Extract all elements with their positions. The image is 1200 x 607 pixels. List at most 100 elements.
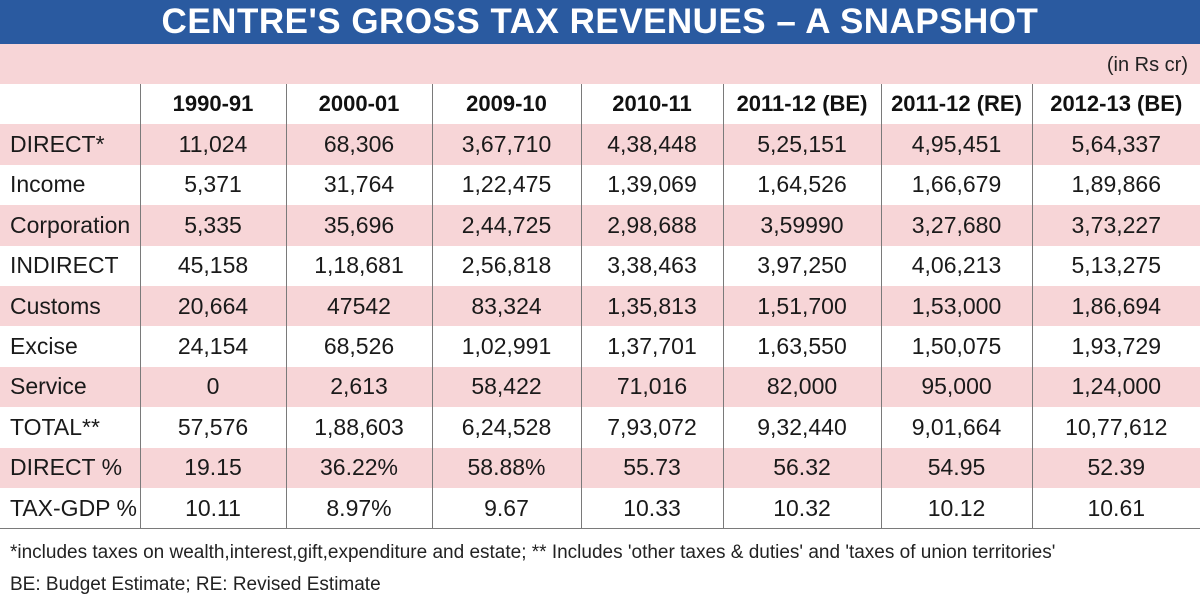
table-cell: 1,89,866 xyxy=(1031,164,1200,206)
table-cell: 1,64,526 xyxy=(722,164,882,206)
table-cell: 7,93,072 xyxy=(580,407,724,448)
table-cell: 68,526 xyxy=(285,326,433,367)
table-bottom-rule xyxy=(0,528,1200,529)
row-label: DIRECT* xyxy=(0,124,141,165)
table-cell: 10.61 xyxy=(1031,487,1200,529)
table-cell: 10,77,612 xyxy=(1031,407,1200,448)
table-cell: 31,764 xyxy=(285,164,433,206)
table-cell: 2,613 xyxy=(285,366,433,408)
table-cell: 56.32 xyxy=(722,447,882,488)
chart-title: CENTRE'S GROSS TAX REVENUES – A SNAPSHOT xyxy=(161,2,1039,41)
table-cell: 9.67 xyxy=(431,487,582,529)
row-label: Service xyxy=(0,366,141,408)
table-cell: 10.11 xyxy=(139,487,287,529)
row-label: TOTAL** xyxy=(0,407,141,448)
table-cell: 3,27,680 xyxy=(880,205,1033,246)
table-cell: 1,51,700 xyxy=(722,285,882,327)
table-cell: 1,22,475 xyxy=(431,164,582,206)
table-cell: 9,32,440 xyxy=(722,407,882,448)
table-cell: 2,98,688 xyxy=(580,205,724,246)
table-cell: 10.32 xyxy=(722,487,882,529)
table-body: DIRECT* 11,024 68,306 3,67,710 4,38,448 5,25,… xyxy=(0,124,1200,529)
table-cell: 5,335 xyxy=(139,205,287,246)
table-cell: 24,154 xyxy=(139,326,287,367)
table-cell: 95,000 xyxy=(880,366,1033,408)
footnote-abbreviations: BE: Budget Estimate; RE: Revised Estimat… xyxy=(10,574,381,595)
table-cell: 82,000 xyxy=(722,366,882,408)
table-cell: 5,371 xyxy=(139,164,287,206)
table-cell: 1,93,729 xyxy=(1031,326,1200,367)
table-cell: 1,02,991 xyxy=(431,326,582,367)
table-cell: 35,696 xyxy=(285,205,433,246)
table-cell: 1,53,000 xyxy=(880,285,1033,327)
table-cell: 58,422 xyxy=(431,366,582,408)
table-cell: 36.22% xyxy=(285,447,433,488)
table-cell: 10.33 xyxy=(580,487,724,529)
table-cell: 11,024 xyxy=(139,124,287,165)
table-cell: 3,59990 xyxy=(722,205,882,246)
table-cell: 71,016 xyxy=(580,366,724,408)
table-cell: 3,73,227 xyxy=(1031,205,1200,246)
table-cell: 5,13,275 xyxy=(1031,245,1200,286)
column-header: 2012-13 (BE) xyxy=(1031,84,1200,125)
table-cell: 3,67,710 xyxy=(431,124,582,165)
table-cell: 2,56,818 xyxy=(431,245,582,286)
table-cell: 55.73 xyxy=(580,447,724,488)
row-label: INDIRECT xyxy=(0,245,141,286)
table-cell: 47542 xyxy=(285,285,433,327)
table-cell: 54.95 xyxy=(880,447,1033,488)
table-row: Service 0 2,613 58,422 71,016 82,000 95,000 1,2… xyxy=(0,366,1200,408)
table-cell: 4,95,451 xyxy=(880,124,1033,165)
table-cell: 1,50,075 xyxy=(880,326,1033,367)
table-cell: 1,88,603 xyxy=(285,407,433,448)
table-cell: 57,576 xyxy=(139,407,287,448)
table-row: INDIRECT 45,158 1,18,681 2,56,818 3,38,463 3,… xyxy=(0,245,1200,286)
unit-note: (in Rs cr) xyxy=(1106,54,1188,76)
column-header: 2009-10 xyxy=(431,84,582,125)
table-row: Customs 20,664 47542 83,324 1,35,813 1,51,700… xyxy=(0,285,1200,327)
table-cell: 1,86,694 xyxy=(1031,285,1200,327)
table-cell: 5,25,151 xyxy=(722,124,882,165)
footnote-definitions: *includes taxes on wealth,interest,gift,… xyxy=(10,542,1056,563)
table-cell: 52.39 xyxy=(1031,447,1200,488)
table-row: DIRECT* 11,024 68,306 3,67,710 4,38,448 5,25,… xyxy=(0,124,1200,165)
table-row: DIRECT % 19.15 36.22% 58.88% 55.73 56.32 54.95… xyxy=(0,447,1200,488)
table-row: TOTAL** 57,576 1,88,603 6,24,528 7,93,072 9,3… xyxy=(0,407,1200,448)
table-cell: 1,24,000 xyxy=(1031,366,1200,408)
table-cell: 58.88% xyxy=(431,447,582,488)
column-header: 1990-91 xyxy=(139,84,287,125)
table-cell: 3,38,463 xyxy=(580,245,724,286)
table-cell: 4,06,213 xyxy=(880,245,1033,286)
table-cell: 10.12 xyxy=(880,487,1033,529)
column-header: 2011-12 (RE) xyxy=(880,84,1033,125)
table-cell: 1,66,679 xyxy=(880,164,1033,206)
unit-row: (in Rs cr) xyxy=(0,44,1200,84)
column-header: 2011-12 (BE) xyxy=(722,84,882,125)
table-row: TAX-GDP % 10.11 8.97% 9.67 10.33 10.32 10.12 10… xyxy=(0,487,1200,529)
row-label: TAX-GDP % xyxy=(0,487,141,529)
table-cell: 1,35,813 xyxy=(580,285,724,327)
column-header: 2010-11 xyxy=(580,84,724,125)
table-cell: 45,158 xyxy=(139,245,287,286)
table-cell: 19.15 xyxy=(139,447,287,488)
table-cell: 4,38,448 xyxy=(580,124,724,165)
row-label: Customs xyxy=(0,285,141,327)
label-column-header xyxy=(0,84,141,125)
table-cell: 0 xyxy=(139,366,287,408)
table-row: Corporation 5,335 35,696 2,44,725 2,98,688 3,… xyxy=(0,205,1200,246)
table-cell: 8.97% xyxy=(285,487,433,529)
row-label: Income xyxy=(0,164,141,206)
tax-revenue-table: 1990-91 2000-01 2009-10 2010-11 2011-12 … xyxy=(0,84,1200,529)
table-cell: 83,324 xyxy=(431,285,582,327)
table-cell: 20,664 xyxy=(139,285,287,327)
table-cell: 3,97,250 xyxy=(722,245,882,286)
title-banner: CENTRE'S GROSS TAX REVENUES – A SNAPSHOT xyxy=(0,0,1200,44)
column-header: 2000-01 xyxy=(285,84,433,125)
row-label: Excise xyxy=(0,326,141,367)
table-cell: 68,306 xyxy=(285,124,433,165)
header-row: 1990-91 2000-01 2009-10 2010-11 2011-12 … xyxy=(0,84,1200,125)
table-row: Income 5,371 31,764 1,22,475 1,39,069 1,64,52… xyxy=(0,164,1200,206)
row-label: DIRECT % xyxy=(0,447,141,488)
table-cell: 1,37,701 xyxy=(580,326,724,367)
table-cell: 9,01,664 xyxy=(880,407,1033,448)
